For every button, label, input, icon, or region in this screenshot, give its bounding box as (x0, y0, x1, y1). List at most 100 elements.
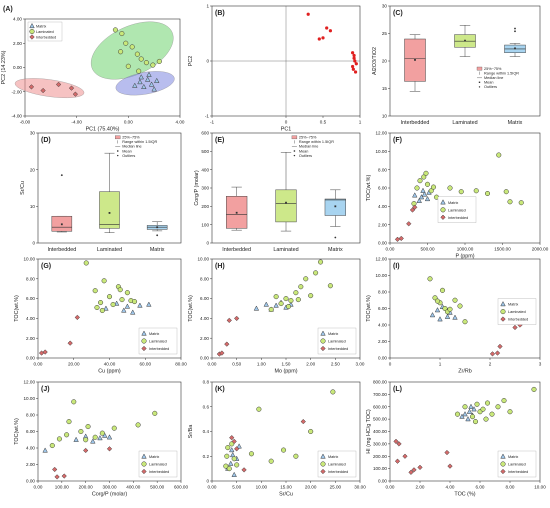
legend-label: Interbedded (328, 470, 348, 474)
x-tick-label: 0.00 (208, 485, 217, 490)
box-legend-mean (117, 150, 119, 152)
y-tick-label: 0.2 (203, 454, 210, 459)
x-tick-label: 0 (389, 362, 392, 367)
data-point-laminated (226, 466, 232, 472)
data-point-laminated (49, 442, 55, 449)
x-tick-label: 5.00 (232, 485, 241, 490)
data-point-laminated (303, 276, 309, 282)
box-legend-label: Range within 1.5IQR (122, 140, 157, 144)
x-tick-label: 500.00 (420, 247, 434, 252)
data-point-laminated (94, 304, 100, 311)
data-point-interbedded (52, 466, 58, 473)
data-point-laminated (99, 430, 105, 436)
box-legend-label: Outliers (484, 85, 497, 89)
x-tick-label: 2000.00 (532, 247, 549, 252)
y-axis-label: Sr/Cu (20, 181, 26, 195)
mean-marker (156, 226, 159, 229)
data-point-matrix (121, 307, 127, 313)
y-tick-label: 600 (201, 131, 209, 136)
data-point-laminated (298, 284, 304, 290)
y-tick-label: 400 (201, 167, 209, 172)
y-tick-label: 2.00 (26, 462, 35, 467)
x-tick-label: 30.00 (354, 485, 366, 490)
y-tick-label: 300 (201, 186, 209, 191)
panel-label: (F) (393, 137, 402, 144)
data-point-laminated (489, 411, 495, 417)
panel-a: -4.00-2.000.002.004.00-8.00 -4.00 0.00 4.00… (1, 6, 185, 133)
data-point-laminated (101, 278, 107, 284)
data-point-laminated (288, 298, 294, 304)
y-tick-label: 2.00 (378, 222, 387, 227)
data-point-laminated (518, 200, 524, 206)
panel-j: 0.00 2.00 4.00 6.00 8.00 10.00 12.00 0.00 100.00… (14, 380, 188, 498)
panel-g: 0.00 2.00 4.00 6.00 8.00 10.00 0.00 20.00 40.00 6… (14, 257, 187, 375)
data-point-interbedded (412, 204, 418, 210)
y-tick-label: 200 (201, 204, 209, 209)
loading-point (328, 29, 332, 33)
x-tick-label: 15.00 (280, 485, 292, 490)
box-laminated (99, 191, 120, 229)
y-tick-label: 10 (382, 114, 388, 119)
data-point-laminated (83, 260, 89, 266)
data-point-matrix (137, 302, 143, 308)
y-tick-label: 0 (206, 59, 209, 64)
data-point-interbedded (234, 315, 240, 322)
data-point-matrix (437, 316, 443, 322)
legend-marker (500, 301, 506, 307)
x-tick-label: 2.00 (416, 485, 425, 490)
legend-label: Interbedded (36, 36, 56, 40)
data-point-interbedded (68, 85, 75, 91)
y-tick-label: 4.00 (13, 17, 22, 22)
x-tick-label: 300.00 (102, 485, 116, 490)
y-tick-label: 30 (30, 131, 36, 136)
legend-label: Interbedded (508, 318, 528, 322)
panel-e: 0 100 200 300 400 500 600 Corg/P (molar) (E) Inte… (194, 131, 361, 253)
y-tick-label: 0.4 (203, 429, 210, 434)
loading-point (351, 67, 355, 71)
data-point-matrix (97, 435, 103, 441)
box-legend-outlier (117, 154, 119, 157)
x-tick-label: 80.00 (175, 362, 187, 367)
loading-point (317, 37, 321, 41)
box-legend-label: Outliers (299, 154, 312, 158)
mean-marker (414, 59, 416, 61)
y-tick-label: 0.00 (26, 479, 35, 484)
x-tick-label: 500.00 (150, 485, 164, 490)
y-tick-label: 4.00 (378, 323, 387, 328)
y-tick-label: 10.00 (24, 396, 36, 401)
data-point-matrix (103, 305, 109, 311)
y-axis-label: TOC(wt.%) (14, 295, 20, 322)
data-point-matrix (412, 192, 418, 198)
data-point-laminated (531, 386, 537, 392)
y-tick-label: 100.00 (373, 466, 387, 471)
box-legend-label: Median line (484, 76, 503, 80)
x-tick-label: 3 (539, 362, 542, 367)
data-point-interbedded (494, 350, 501, 356)
y-tick-label: 25 (382, 31, 388, 36)
legend-marker (440, 214, 446, 220)
data-point-matrix (459, 413, 465, 419)
legend-marker (440, 199, 446, 205)
legend-marker (500, 309, 506, 315)
outlier (514, 27, 516, 30)
box-laminated (275, 189, 297, 223)
legend-marker (29, 34, 35, 40)
data-point-laminated (313, 270, 319, 276)
x-tick-label: 1000.00 (457, 247, 474, 252)
data-point-interbedded (406, 221, 412, 227)
legend-marker (500, 453, 506, 459)
y-axis-label: TOC(wt.%) (188, 295, 194, 322)
data-point-laminated (327, 283, 333, 289)
category-label: Interbedded (401, 120, 430, 126)
data-point-interbedded (402, 453, 408, 459)
box-legend-swatch (291, 135, 298, 140)
loading-point (351, 51, 355, 55)
data-point-matrix (148, 81, 155, 87)
legend-label: Laminated (328, 340, 346, 344)
data-point-matrix (90, 438, 96, 444)
data-point-interbedded (224, 341, 230, 347)
x-tick-label: 0.00 (124, 120, 133, 125)
legend-marker (320, 453, 326, 459)
data-point-laminated (143, 60, 149, 66)
data-point-laminated (285, 303, 292, 310)
